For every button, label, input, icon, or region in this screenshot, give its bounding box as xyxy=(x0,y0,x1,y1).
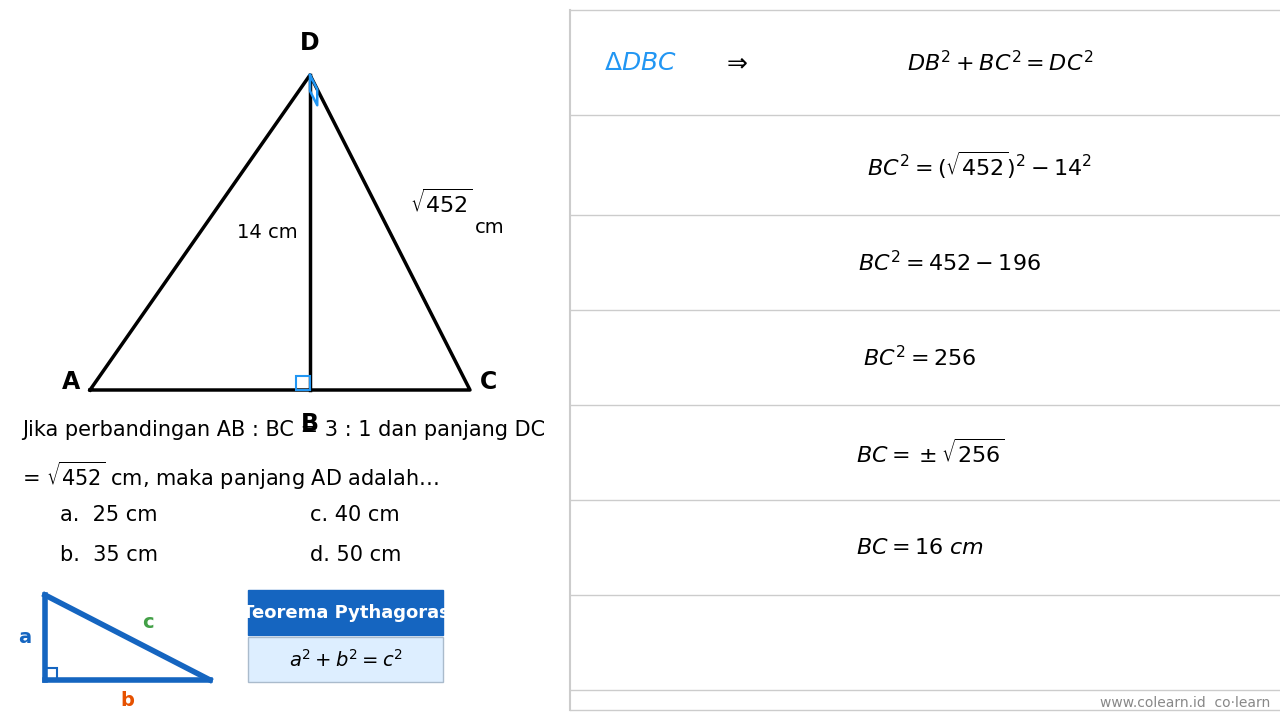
Text: $a^2 + b^2 = c^2$: $a^2 + b^2 = c^2$ xyxy=(288,649,402,670)
Text: $BC = 16\ cm$: $BC = 16\ cm$ xyxy=(856,538,984,557)
Text: d. 50 cm: d. 50 cm xyxy=(310,545,402,565)
Text: $BC = \pm\sqrt{256}$: $BC = \pm\sqrt{256}$ xyxy=(856,438,1004,467)
Text: a: a xyxy=(18,628,32,647)
Text: $BC^2 = 256$: $BC^2 = 256$ xyxy=(864,345,977,370)
Text: $DB^2 + BC^2 = DC^2$: $DB^2 + BC^2 = DC^2$ xyxy=(906,50,1093,75)
Text: Jika perbandingan AB : BC = 3 : 1 dan panjang DC: Jika perbandingan AB : BC = 3 : 1 dan pa… xyxy=(22,420,545,440)
Text: b: b xyxy=(120,690,134,709)
Text: $BC^2 = 452 - 196$: $BC^2 = 452 - 196$ xyxy=(859,250,1042,275)
Text: 14 cm: 14 cm xyxy=(237,223,298,242)
Text: www.colearn.id  co·learn: www.colearn.id co·learn xyxy=(1100,696,1270,710)
Bar xyxy=(45,668,58,680)
Text: $\sqrt{452}$: $\sqrt{452}$ xyxy=(410,188,472,217)
Text: = $\sqrt{452}$ cm, maka panjang AD adalah…: = $\sqrt{452}$ cm, maka panjang AD adala… xyxy=(22,460,439,492)
Text: a.  25 cm: a. 25 cm xyxy=(60,505,157,525)
Text: Teorema Pythagoras: Teorema Pythagoras xyxy=(242,603,449,621)
Bar xyxy=(296,376,310,390)
Text: c: c xyxy=(142,613,154,632)
Bar xyxy=(248,590,443,635)
Text: c. 40 cm: c. 40 cm xyxy=(310,505,399,525)
Text: $\Rightarrow$: $\Rightarrow$ xyxy=(722,50,749,74)
Text: D: D xyxy=(301,31,320,55)
Text: A: A xyxy=(61,370,79,394)
Text: cm: cm xyxy=(475,218,504,237)
Text: B: B xyxy=(301,412,319,436)
Text: $BC^2 = (\sqrt{452})^2 - 14^2$: $BC^2 = (\sqrt{452})^2 - 14^2$ xyxy=(868,149,1093,181)
Bar xyxy=(248,637,443,682)
Text: $\mathit{\Delta DBC}$: $\mathit{\Delta DBC}$ xyxy=(604,50,676,74)
Text: b.  35 cm: b. 35 cm xyxy=(60,545,157,565)
Text: C: C xyxy=(480,370,497,394)
